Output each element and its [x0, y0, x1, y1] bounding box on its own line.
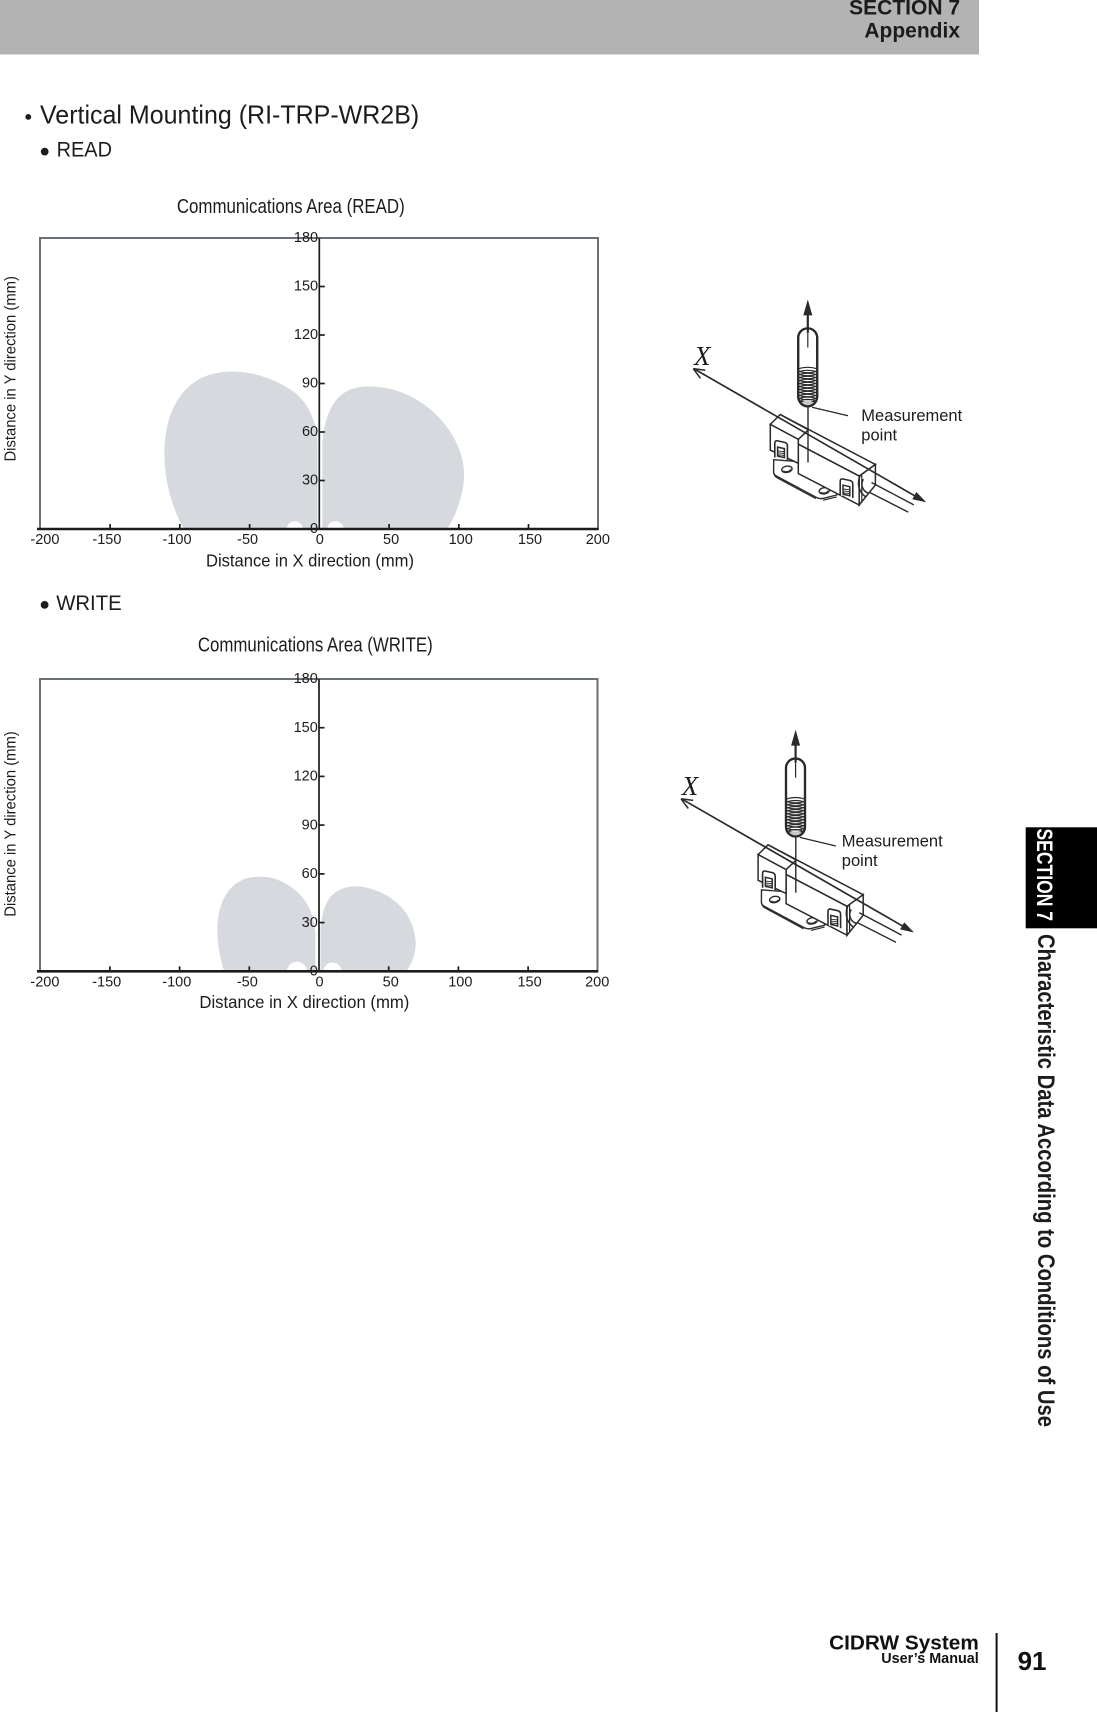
svg-text:120: 120: [294, 769, 318, 785]
svg-text:Distance in X direction (mm): Distance in X direction (mm): [206, 551, 414, 571]
svg-text:SECTION 7: SECTION 7: [1032, 829, 1057, 922]
svg-text:30: 30: [302, 915, 318, 931]
svg-text:-50: -50: [237, 975, 258, 991]
svg-text:180: 180: [294, 230, 318, 246]
svg-text:SECTION 7: SECTION 7: [849, 0, 960, 20]
svg-text:Communications Area (READ): Communications Area (READ): [177, 196, 405, 218]
svg-text:Characteristic Data According: Characteristic Data According to Conditi…: [1032, 934, 1059, 1427]
svg-text:point: point: [842, 852, 878, 870]
svg-text:150: 150: [294, 720, 318, 736]
svg-text:50: 50: [383, 975, 399, 991]
svg-text:200: 200: [585, 975, 609, 991]
svg-text:-100: -100: [162, 975, 191, 991]
svg-text:200: 200: [586, 532, 610, 548]
svg-text:Distance in X direction (mm): Distance in X direction (mm): [199, 992, 409, 1012]
svg-text:-100: -100: [162, 532, 191, 548]
svg-text:Distance in Y direction (mm): Distance in Y direction (mm): [3, 276, 20, 462]
svg-text:90: 90: [302, 817, 318, 833]
svg-text:-150: -150: [92, 975, 121, 991]
svg-text:180: 180: [294, 671, 318, 687]
svg-text:150: 150: [518, 532, 542, 548]
svg-text:User’s Manual: User’s Manual: [881, 1650, 979, 1667]
svg-text:50: 50: [383, 532, 399, 548]
svg-text:0: 0: [315, 975, 323, 991]
svg-text:150: 150: [294, 279, 318, 295]
svg-text:point: point: [861, 427, 897, 445]
svg-text:0: 0: [310, 521, 318, 537]
svg-text:READ: READ: [57, 139, 112, 162]
svg-text:CIDRW System: CIDRW System: [829, 1632, 979, 1655]
svg-text:120: 120: [294, 327, 318, 343]
svg-text:100: 100: [448, 975, 472, 991]
svg-text:60: 60: [302, 866, 318, 882]
svg-text:60: 60: [302, 424, 318, 440]
svg-text:150: 150: [517, 975, 541, 991]
svg-text:90: 90: [302, 376, 318, 392]
svg-text:30: 30: [302, 473, 318, 489]
svg-text:-200: -200: [30, 532, 59, 548]
svg-text:-150: -150: [92, 532, 121, 548]
svg-text:Vertical Mounting (RI-TRP-WR2B: Vertical Mounting (RI-TRP-WR2B): [40, 100, 419, 130]
svg-text:WRITE: WRITE: [56, 592, 122, 615]
svg-text:91: 91: [1018, 1646, 1047, 1676]
svg-text:0: 0: [316, 532, 324, 548]
svg-text:Appendix: Appendix: [864, 20, 960, 43]
svg-text:Measurement: Measurement: [842, 832, 943, 850]
svg-text:Measurement: Measurement: [861, 407, 962, 425]
svg-text:-200: -200: [30, 975, 59, 991]
svg-text:100: 100: [449, 532, 473, 548]
svg-text:Distance in Y direction (mm): Distance in Y direction (mm): [3, 731, 20, 917]
svg-text:Communications Area (WRITE): Communications Area (WRITE): [198, 635, 433, 657]
svg-text:-50: -50: [237, 532, 258, 548]
svg-text:0: 0: [310, 964, 318, 980]
